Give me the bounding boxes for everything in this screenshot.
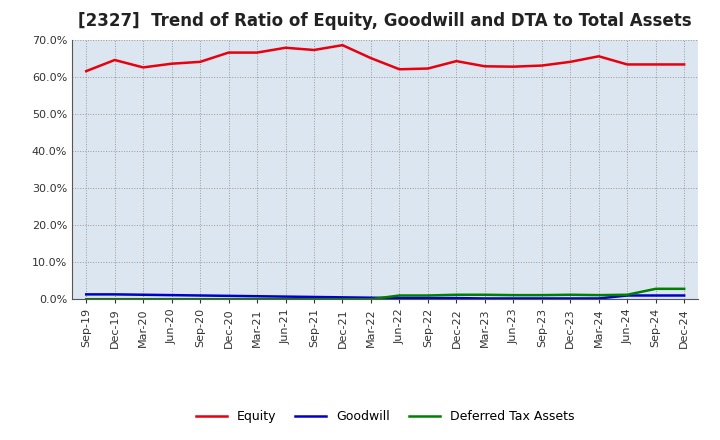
Title: [2327]  Trend of Ratio of Equity, Goodwill and DTA to Total Assets: [2327] Trend of Ratio of Equity, Goodwil…: [78, 12, 692, 30]
Deferred Tax Assets: [338, 297, 347, 302]
Deferred Tax Assets: [595, 293, 603, 298]
Deferred Tax Assets: [366, 297, 375, 302]
Goodwill: [338, 295, 347, 300]
Equity: [110, 57, 119, 62]
Deferred Tax Assets: [452, 292, 461, 297]
Goodwill: [196, 293, 204, 298]
Deferred Tax Assets: [110, 297, 119, 302]
Goodwill: [537, 296, 546, 301]
Equity: [282, 45, 290, 51]
Equity: [566, 59, 575, 65]
Deferred Tax Assets: [680, 286, 688, 291]
Deferred Tax Assets: [566, 292, 575, 297]
Equity: [167, 61, 176, 66]
Goodwill: [310, 294, 318, 300]
Deferred Tax Assets: [196, 297, 204, 302]
Deferred Tax Assets: [395, 293, 404, 298]
Line: Equity: Equity: [86, 45, 684, 71]
Equity: [338, 43, 347, 48]
Goodwill: [225, 293, 233, 298]
Deferred Tax Assets: [652, 286, 660, 291]
Deferred Tax Assets: [253, 297, 261, 302]
Equity: [680, 62, 688, 67]
Goodwill: [282, 294, 290, 299]
Equity: [82, 69, 91, 74]
Deferred Tax Assets: [139, 297, 148, 302]
Deferred Tax Assets: [509, 293, 518, 298]
Goodwill: [82, 292, 91, 297]
Deferred Tax Assets: [82, 297, 91, 302]
Equity: [537, 63, 546, 68]
Goodwill: [167, 293, 176, 298]
Deferred Tax Assets: [537, 293, 546, 298]
Legend: Equity, Goodwill, Deferred Tax Assets: Equity, Goodwill, Deferred Tax Assets: [191, 405, 580, 428]
Equity: [652, 62, 660, 67]
Equity: [366, 55, 375, 61]
Goodwill: [423, 295, 432, 301]
Goodwill: [623, 293, 631, 298]
Deferred Tax Assets: [310, 297, 318, 302]
Goodwill: [480, 296, 489, 301]
Equity: [480, 64, 489, 69]
Equity: [310, 48, 318, 53]
Goodwill: [652, 293, 660, 298]
Equity: [452, 59, 461, 64]
Goodwill: [395, 295, 404, 301]
Equity: [225, 50, 233, 55]
Goodwill: [680, 293, 688, 298]
Goodwill: [110, 292, 119, 297]
Equity: [423, 66, 432, 71]
Deferred Tax Assets: [480, 292, 489, 297]
Equity: [395, 66, 404, 72]
Equity: [139, 65, 148, 70]
Goodwill: [595, 296, 603, 301]
Deferred Tax Assets: [423, 293, 432, 298]
Goodwill: [139, 292, 148, 297]
Goodwill: [452, 295, 461, 301]
Equity: [595, 54, 603, 59]
Deferred Tax Assets: [623, 292, 631, 297]
Goodwill: [366, 295, 375, 301]
Line: Goodwill: Goodwill: [86, 294, 684, 298]
Deferred Tax Assets: [225, 297, 233, 302]
Deferred Tax Assets: [167, 297, 176, 302]
Line: Deferred Tax Assets: Deferred Tax Assets: [86, 289, 684, 299]
Equity: [623, 62, 631, 67]
Equity: [253, 50, 261, 55]
Deferred Tax Assets: [282, 297, 290, 302]
Goodwill: [253, 293, 261, 299]
Goodwill: [509, 296, 518, 301]
Goodwill: [566, 296, 575, 301]
Equity: [509, 64, 518, 70]
Equity: [196, 59, 204, 65]
